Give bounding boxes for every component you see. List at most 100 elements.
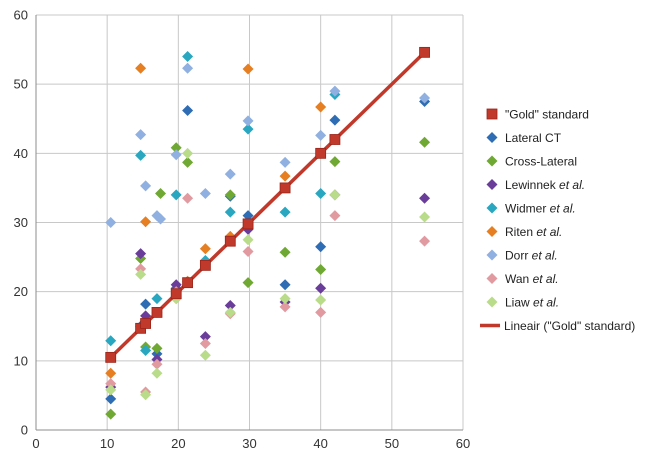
data-point-wan-et-al bbox=[419, 235, 431, 247]
data-point-liaw-et-al bbox=[105, 384, 117, 396]
data-point-gold-standard bbox=[242, 218, 254, 230]
data-point-gold-standard bbox=[105, 351, 117, 363]
data-point-riten-et-al bbox=[242, 63, 254, 75]
legend-item: Lateral CT bbox=[486, 131, 562, 145]
data-point-cross-lateral bbox=[105, 408, 117, 420]
data-point-dorr-et-al bbox=[279, 156, 291, 168]
plot-area bbox=[105, 46, 431, 420]
data-point-lateral-ct bbox=[140, 298, 152, 310]
series-cross-lateral bbox=[105, 136, 431, 420]
x-tick-label: 60 bbox=[456, 436, 470, 451]
axes bbox=[35, 15, 463, 431]
data-point-widmer-et-al bbox=[140, 344, 152, 356]
data-point-widmer-et-al bbox=[151, 293, 163, 305]
data-point-widmer-et-al bbox=[182, 51, 194, 62]
data-point-dorr-et-al bbox=[224, 168, 236, 180]
y-tick-label: 60 bbox=[14, 8, 28, 23]
data-point-lewinnek-et-al bbox=[199, 331, 211, 343]
x-tick-label: 20 bbox=[171, 436, 185, 451]
y-tick-label: 0 bbox=[21, 423, 28, 438]
data-point-cross-lateral bbox=[170, 142, 182, 154]
legend-label: Lewinnek et al. bbox=[505, 178, 585, 192]
data-point-widmer-et-al bbox=[224, 206, 236, 218]
data-point-lateral-ct bbox=[105, 393, 117, 405]
data-point-lewinnek-et-al bbox=[170, 279, 182, 291]
data-point-wan-et-al bbox=[151, 358, 163, 370]
data-point-cross-lateral bbox=[419, 136, 431, 148]
data-point-gold-standard bbox=[170, 288, 182, 300]
data-point-riten-et-al bbox=[135, 62, 147, 74]
data-point-lateral-ct bbox=[315, 241, 327, 253]
data-point-lateral-ct bbox=[279, 279, 291, 291]
data-point-gold-standard bbox=[419, 46, 430, 58]
legend-label: Dorr et al. bbox=[505, 249, 558, 263]
data-point-dorr-et-al bbox=[155, 213, 167, 225]
data-point-gold-standard bbox=[279, 182, 291, 194]
data-point-cross-lateral bbox=[151, 342, 163, 354]
trend-line bbox=[109, 51, 426, 359]
data-point-riten-et-al bbox=[140, 216, 152, 228]
series-widmer-et-al bbox=[105, 51, 341, 356]
data-point-dorr-et-al bbox=[135, 129, 147, 141]
legend-marker bbox=[486, 273, 498, 284]
legend-item: Riten et al. bbox=[486, 225, 562, 239]
series-dorr-et-al bbox=[105, 62, 431, 228]
legend: "Gold" standard Lateral CT Cross-Lateral Le… bbox=[480, 108, 635, 333]
data-point-wan-et-al bbox=[182, 192, 194, 204]
legend-item: Cross-Lateral bbox=[486, 155, 577, 169]
data-point-liaw-et-al bbox=[199, 349, 211, 361]
y-tick-label: 10 bbox=[14, 353, 28, 368]
y-tick-label: 20 bbox=[14, 284, 28, 299]
legend-marker bbox=[486, 296, 498, 308]
data-point-gold-standard bbox=[151, 307, 163, 318]
data-point-wan-et-al bbox=[329, 210, 341, 222]
legend-marker bbox=[486, 132, 498, 143]
legend-marker bbox=[486, 179, 498, 190]
x-tick-label: 50 bbox=[385, 436, 399, 451]
legend-marker bbox=[486, 226, 498, 237]
data-point-cross-lateral bbox=[279, 246, 291, 258]
data-point-lateral-ct bbox=[151, 348, 163, 360]
y-tick-label: 50 bbox=[14, 77, 28, 92]
x-tick-label: 10 bbox=[100, 436, 114, 451]
y-tick-label: 30 bbox=[14, 215, 28, 230]
data-point-lateral-ct bbox=[329, 114, 341, 126]
legend-item: Lineair ("Gold" standard) bbox=[480, 319, 635, 333]
data-point-widmer-et-al bbox=[105, 335, 117, 347]
data-point-cross-lateral bbox=[329, 156, 341, 168]
data-point-liaw-et-al bbox=[329, 189, 341, 201]
legend-item: Dorr et al. bbox=[486, 249, 558, 263]
legend-item: Wan et al. bbox=[486, 272, 559, 286]
data-point-cross-lateral bbox=[242, 277, 254, 289]
data-point-gold-standard bbox=[199, 259, 211, 271]
legend-item: Lewinnek et al. bbox=[486, 178, 585, 192]
data-point-wan-et-al bbox=[279, 301, 291, 313]
data-point-gold-standard bbox=[329, 134, 341, 145]
data-point-riten-et-al bbox=[105, 367, 117, 379]
data-point-riten-et-al bbox=[279, 170, 291, 182]
data-point-lewinnek-et-al bbox=[135, 248, 147, 260]
tick-labels: 0 10 20 30 40 50 60 0 10 20 30 40 50 60 bbox=[14, 8, 471, 452]
data-point-dorr-et-al bbox=[242, 115, 254, 127]
legend-label: Cross-Lateral bbox=[505, 155, 577, 169]
series-liaw-et-al bbox=[105, 147, 431, 401]
data-point-liaw-et-al bbox=[242, 234, 254, 246]
data-point-widmer-et-al bbox=[135, 149, 147, 161]
data-point-cross-lateral bbox=[182, 156, 194, 168]
data-point-liaw-et-al bbox=[224, 306, 236, 318]
data-point-dorr-et-al bbox=[199, 187, 211, 199]
data-point-liaw-et-al bbox=[140, 389, 152, 401]
data-point-dorr-et-al bbox=[315, 129, 327, 141]
data-point-lewinnek-et-al bbox=[419, 192, 431, 204]
data-point-gold-standard bbox=[315, 147, 327, 159]
data-point-lewinnek-et-al bbox=[224, 300, 236, 311]
y-tick-label: 40 bbox=[14, 146, 28, 161]
data-point-widmer-et-al bbox=[242, 123, 254, 135]
data-point-dorr-et-al bbox=[140, 180, 152, 192]
data-point-lateral-ct bbox=[182, 104, 194, 116]
data-point-liaw-et-al bbox=[279, 293, 291, 305]
legend-label: "Gold" standard bbox=[505, 108, 589, 122]
data-point-cross-lateral bbox=[315, 264, 327, 276]
data-point-riten-et-al bbox=[315, 101, 327, 113]
